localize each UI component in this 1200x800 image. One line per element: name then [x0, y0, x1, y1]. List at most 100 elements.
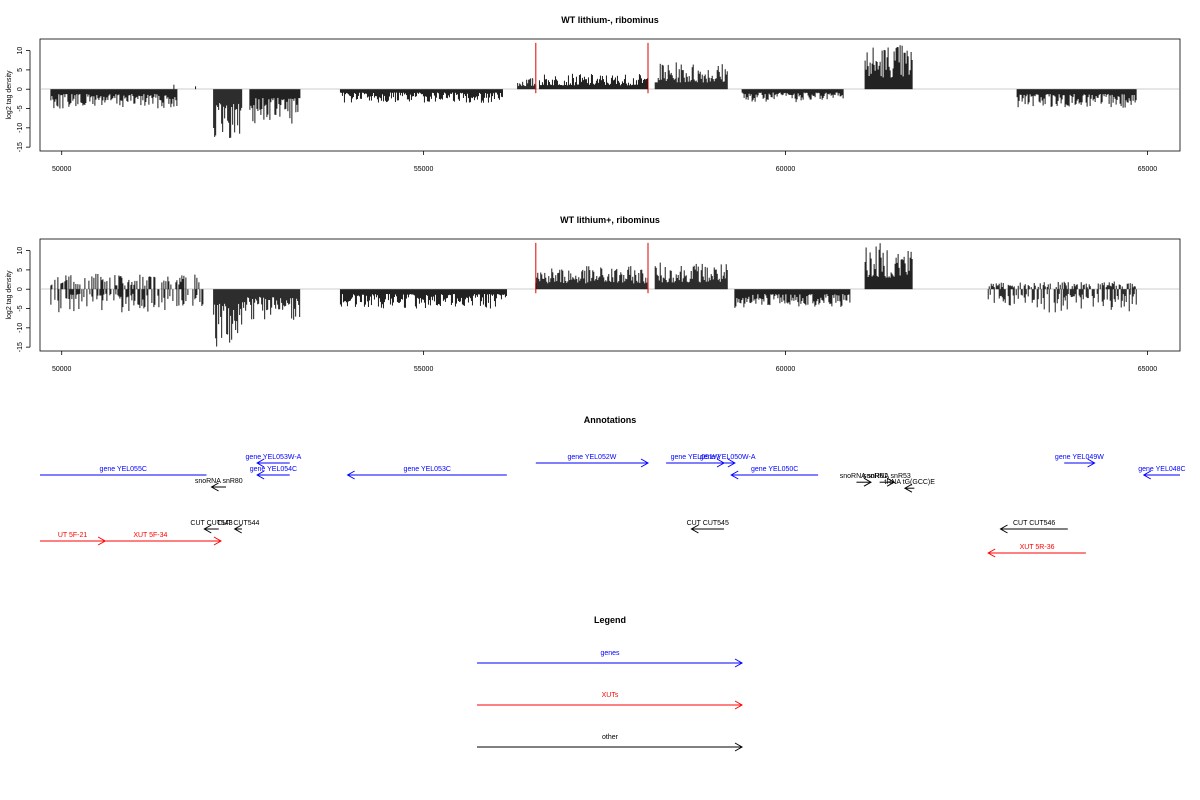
feature: snoRNA snR61 [840, 473, 888, 487]
y-axis-label: log2 tag density [6, 70, 13, 120]
feature-label: gene YEL053C [404, 466, 451, 473]
panel-title: WT lithium+, ribominus [560, 215, 660, 225]
density-bars [50, 243, 1137, 347]
legend-label: other [602, 734, 619, 741]
arrowhead-right-icon [734, 658, 744, 668]
feature: XUT 5R-36 [987, 544, 1086, 558]
feature-label: CUT CUT543 [190, 520, 232, 527]
y-tick-label: -15 [17, 342, 24, 352]
arrowhead-left-icon [346, 470, 355, 480]
feature: CUT CUT545 [687, 520, 729, 534]
feature-label: gene YEL050C [751, 466, 798, 473]
y-tick-label: -15 [17, 142, 24, 152]
track-panel-lithium-plus: WT lithium+, ribominus log2 tag density … [6, 215, 1181, 373]
density-bars [50, 45, 1137, 138]
y-axis: -15 -10 -5 0 5 10 [17, 47, 31, 152]
arrowhead-left-icon [987, 548, 996, 558]
arrowhead-left-icon [256, 458, 265, 468]
x-tick-label: 60000 [776, 166, 796, 173]
feature: CUT CUT544 [217, 520, 260, 534]
feature: gene YEL053C [346, 466, 507, 480]
feature: gene YEL055C [40, 466, 207, 476]
feature-label: gene YEL052W [567, 454, 616, 461]
y-tick-label: 0 [17, 287, 24, 291]
arrowhead-left-icon [730, 470, 739, 480]
y-tick-label: -10 [17, 123, 24, 133]
y-tick-label: -10 [17, 323, 24, 333]
x-tick-label: 55000 [414, 366, 434, 373]
panel-title: WT lithium-, ribominus [561, 15, 659, 25]
arrowhead-left-icon [256, 470, 265, 480]
legend-label: genes [600, 650, 620, 657]
x-tick-label: 50000 [52, 366, 72, 373]
feature-label: snoRNA snR53 [863, 473, 911, 480]
feature: snoRNA snR80 [195, 478, 243, 492]
plot-frame [39, 238, 1181, 352]
arrowhead-left-icon [1142, 470, 1152, 480]
x-axis: 50000 55000 60000 65000 [52, 151, 1157, 173]
feature-label: tRNA tG(GCC)E [884, 479, 935, 486]
arrowhead-right-icon [734, 742, 744, 752]
feature: gene YEL053W-A [246, 454, 302, 468]
feature-label: snoRNA snR61 [840, 473, 888, 480]
arrowhead-right-icon [727, 458, 736, 468]
arrowhead-left-icon [690, 524, 699, 534]
feature: gene YEL049W [1055, 454, 1104, 468]
arrowhead-left-icon [999, 524, 1008, 534]
legend-item: XUTs [477, 692, 744, 710]
feature-label: gene YEL048C [1138, 466, 1185, 473]
x-tick-label: 65000 [1138, 366, 1158, 373]
feature: CUT CUT546 [999, 520, 1068, 534]
feature-label: CUT CUT546 [1013, 520, 1055, 527]
feature: gene YEL054C [250, 466, 297, 480]
track-panel-lithium-minus: WT lithium-, ribominus log2 tag density … [6, 15, 1181, 173]
feature-label: gene YEL054C [250, 466, 297, 473]
feature-label: XUT 5F-34 [133, 532, 167, 539]
x-axis: 50000 55000 60000 65000 [52, 351, 1157, 373]
red-markers [535, 242, 649, 294]
feature-label: gene YEL051W [671, 454, 720, 461]
legend: Legend genes XUTs other [477, 615, 744, 752]
feature: gene YEL050W-A [700, 454, 756, 468]
feature-label: CUT CUT544 [217, 520, 259, 527]
feature: CUT CUT543 [190, 520, 233, 534]
arrowhead-left-icon [210, 482, 219, 492]
y-tick-label: 5 [17, 268, 24, 272]
y-tick-label: 10 [17, 47, 24, 55]
x-tick-label: 65000 [1138, 166, 1158, 173]
arrowhead-right-icon [886, 477, 896, 487]
legend-item: genes [477, 650, 744, 668]
x-tick-label: 55000 [414, 166, 434, 173]
feature-label: snoRNA snR80 [195, 478, 243, 485]
feature-label: CUT CUT545 [687, 520, 729, 527]
arrowhead-right-icon [640, 458, 650, 468]
legend-label: XUTs [602, 692, 619, 699]
plot-frame [39, 38, 1181, 152]
arrowhead-left-icon [203, 524, 212, 534]
feature: XUT 5F-34 [79, 532, 222, 546]
feature: gene YEL050C [730, 466, 819, 480]
annotations-title: Annotations [584, 415, 637, 425]
y-tick-label: 10 [17, 247, 24, 255]
arrowhead-left-icon [233, 524, 242, 534]
x-tick-label: 50000 [52, 166, 72, 173]
legend-item: other [477, 734, 744, 752]
legend-title: Legend [594, 615, 626, 625]
red-markers [535, 42, 649, 94]
feature-label: gene YEL055C [100, 466, 147, 473]
feature: gene YEL048C [1138, 466, 1186, 480]
arrowhead-right-icon [863, 477, 872, 487]
feature-label: UT 5F-21 [58, 532, 88, 539]
feature: gene YEL052W [535, 454, 650, 468]
feature-label: gene YEL049W [1055, 454, 1104, 461]
arrowhead-right-icon [213, 536, 222, 546]
feature: UT 5F-21 [40, 532, 107, 546]
y-tick-label: 5 [17, 68, 24, 72]
feature-label: XUT 5R-36 [1020, 544, 1055, 551]
feature: tRNA tG(GCC)E [884, 479, 935, 493]
y-tick-label: 0 [17, 87, 24, 91]
arrowhead-left-icon [903, 483, 913, 493]
feature-list: gene YEL055C gene YEL053W-A gene YEL054C ge… [40, 454, 1186, 558]
